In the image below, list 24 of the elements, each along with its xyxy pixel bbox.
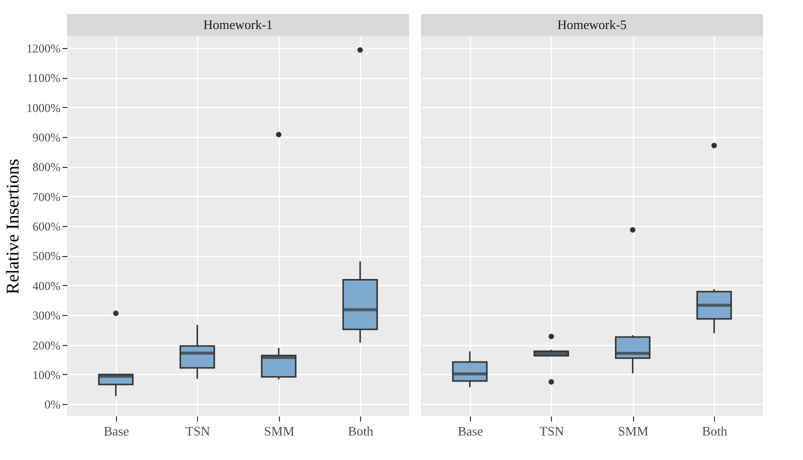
y-tick-label: 500% <box>32 249 60 264</box>
x-tick-label: Both <box>348 424 374 438</box>
y-tick-label: 800% <box>32 160 60 174</box>
x-tick-label: Base <box>104 424 130 438</box>
y-tick-label: 200% <box>32 338 60 352</box>
x-tick-label: TSN <box>186 424 211 438</box>
y-tick-label: 1200% <box>26 41 60 56</box>
y-tick-label: 0% <box>44 398 60 412</box>
y-tick-label: 100% <box>32 368 60 382</box>
x-tick-label: TSN <box>540 424 565 438</box>
y-tick-label: 1100% <box>26 71 60 86</box>
y-tick-label: 600% <box>32 220 60 234</box>
y-tick-label: 300% <box>32 308 60 323</box>
chart-title: Homework-1 <box>203 17 273 32</box>
y-axis-title: Relative Insertions <box>2 158 23 294</box>
x-tick-label: Both <box>702 424 728 438</box>
x-tick-label: Base <box>458 424 484 438</box>
x-tick-label: SMM <box>618 424 649 438</box>
y-tick-label: 1000% <box>26 100 60 115</box>
chart-title: Homework-5 <box>557 17 627 32</box>
y-tick-label: 700% <box>32 190 60 204</box>
y-tick-label: 900% <box>32 130 60 144</box>
y-tick-label: 400% <box>32 278 60 293</box>
x-tick-label: SMM <box>264 424 295 438</box>
